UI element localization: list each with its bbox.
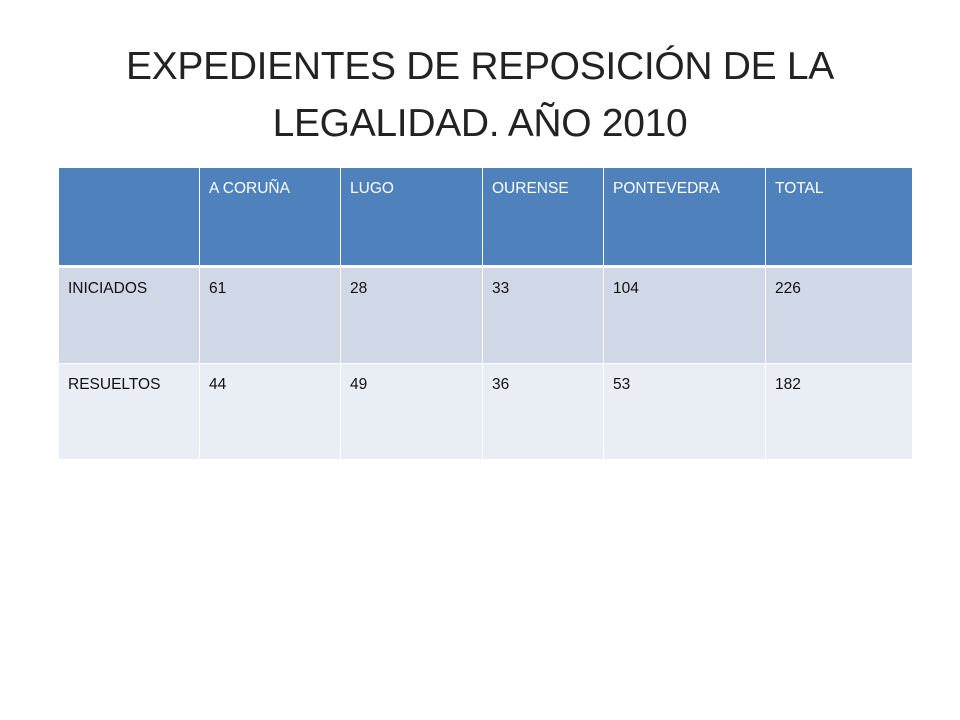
table-cell: 104 (603, 266, 766, 364)
table-row: INICIADOS 61 28 33 104 226 (58, 266, 913, 364)
table-row: RESUELTOS 44 49 36 53 182 (58, 363, 913, 459)
slide-title: EXPEDIENTES DE REPOSICIÓN DE LA LEGALIDA… (60, 38, 900, 152)
header-cell-lugo: LUGO (340, 168, 483, 268)
header-cell-empty (58, 168, 200, 268)
table-cell-total: 226 (765, 266, 913, 364)
table-header-row: A CORUÑA LUGO OURENSE PONTEVEDRA TOTAL (58, 168, 913, 268)
table-cell: 61 (199, 266, 341, 364)
table-cell-total: 182 (765, 363, 913, 459)
row-label-resueltos: RESUELTOS (58, 363, 200, 459)
row-label-iniciados: INICIADOS (58, 266, 200, 364)
table-cell: 28 (340, 266, 483, 364)
table-cell: 53 (603, 363, 766, 459)
table-cell: 36 (482, 363, 604, 459)
slide-title-line-2: LEGALIDAD. AÑO 2010 (272, 102, 688, 145)
header-cell-total: TOTAL (765, 168, 913, 268)
header-cell-pontevedra: PONTEVEDRA (603, 168, 766, 268)
table-cell: 49 (340, 363, 483, 459)
header-cell-a-coruna: A CORUÑA (199, 168, 341, 268)
slide-title-line-1: EXPEDIENTES DE REPOSICIÓN DE LA (125, 45, 835, 88)
table-cell: 33 (482, 266, 604, 364)
data-table: A CORUÑA LUGO OURENSE PONTEVEDRA TOTAL I… (58, 168, 913, 459)
table-cell: 44 (199, 363, 341, 459)
header-cell-ourense: OURENSE (482, 168, 604, 268)
